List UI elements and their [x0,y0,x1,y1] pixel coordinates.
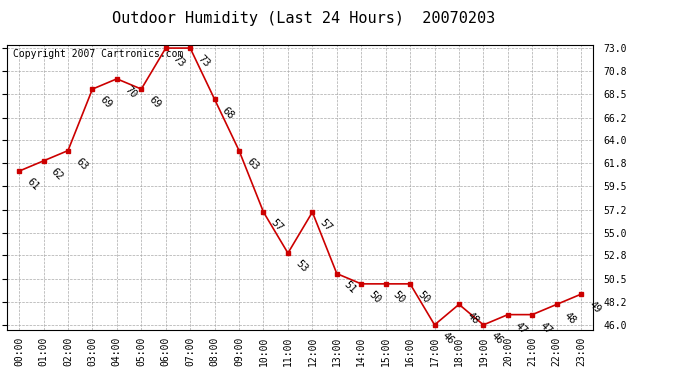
Text: 49: 49 [586,300,602,316]
Text: 57: 57 [318,217,334,234]
Text: Outdoor Humidity (Last 24 Hours)  20070203: Outdoor Humidity (Last 24 Hours) 2007020… [112,11,495,26]
Text: 50: 50 [391,290,407,305]
Text: Copyright 2007 Cartronics.com: Copyright 2007 Cartronics.com [13,49,183,59]
Text: 51: 51 [342,279,358,295]
Text: 68: 68 [220,105,236,121]
Text: 57: 57 [269,217,285,234]
Text: 63: 63 [74,156,90,172]
Text: 47: 47 [538,320,554,336]
Text: 69: 69 [98,94,114,111]
Text: 47: 47 [513,320,529,336]
Text: 48: 48 [562,310,578,326]
Text: 73: 73 [171,54,187,69]
Text: 46: 46 [489,330,505,346]
Text: 50: 50 [415,290,431,305]
Text: 61: 61 [25,177,41,193]
Text: 69: 69 [147,94,163,111]
Text: 70: 70 [122,84,138,100]
Text: 73: 73 [196,54,212,69]
Text: 48: 48 [464,310,480,326]
Text: 53: 53 [293,259,309,274]
Text: 50: 50 [367,290,383,305]
Text: 46: 46 [440,330,456,346]
Text: 63: 63 [245,156,261,172]
Text: 62: 62 [49,166,65,182]
